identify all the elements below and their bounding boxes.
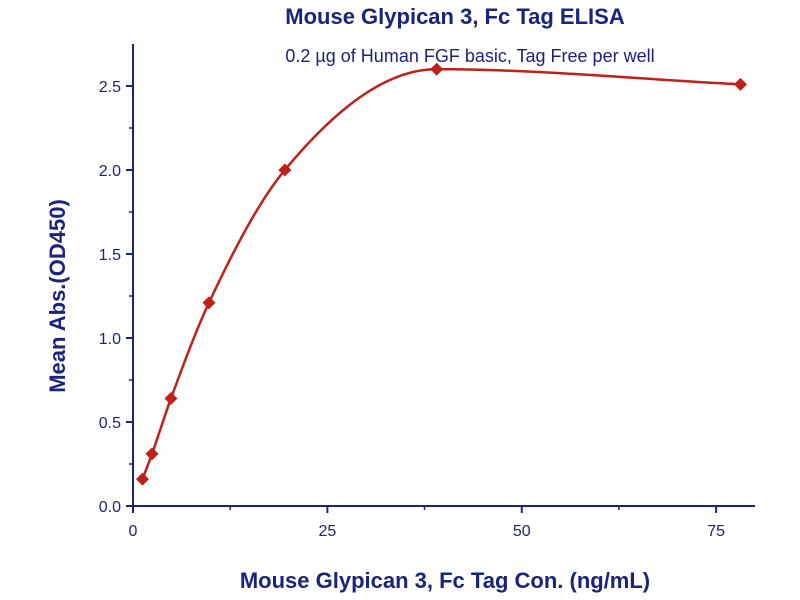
x-tick-label: 0	[129, 523, 138, 540]
data-point	[430, 62, 444, 76]
x-tick-label: 75	[707, 523, 725, 540]
data-point	[164, 391, 178, 405]
x-axis-label: Mouse Glypican 3, Fc Tag Con. (ng/mL)	[240, 568, 650, 593]
y-tick-label: 2.0	[99, 163, 121, 180]
data-point	[733, 77, 747, 91]
chart-title: Mouse Glypican 3, Fc Tag ELISA	[285, 4, 625, 29]
y-axis-ticks: 0.0 0.5 1.0 1.5 2.0 2.5	[99, 79, 133, 516]
data-point	[135, 472, 149, 486]
x-tick-label: 25	[318, 523, 336, 540]
y-tick-label: 2.5	[99, 79, 121, 96]
x-tick-label: 50	[513, 523, 531, 540]
x-axis-ticks: 0 25 50 75	[129, 506, 725, 540]
data-markers	[135, 62, 747, 486]
data-point	[278, 163, 292, 177]
y-tick-label: 1.5	[99, 247, 121, 264]
y-tick-label: 1.0	[99, 331, 121, 348]
plot-area: 0.0 0.5 1.0 1.5 2.0 2.5 0 25 50 75	[99, 44, 755, 540]
fit-curve	[141, 67, 741, 480]
y-tick-label: 0.0	[99, 499, 121, 516]
y-axis-label: Mean Abs.(OD450)	[45, 199, 70, 393]
chart-subtitle: 0.2 µg of Human FGF basic, Tag Free per …	[285, 46, 654, 66]
data-point	[202, 296, 216, 310]
y-tick-label: 0.5	[99, 415, 121, 432]
data-point	[145, 447, 159, 461]
